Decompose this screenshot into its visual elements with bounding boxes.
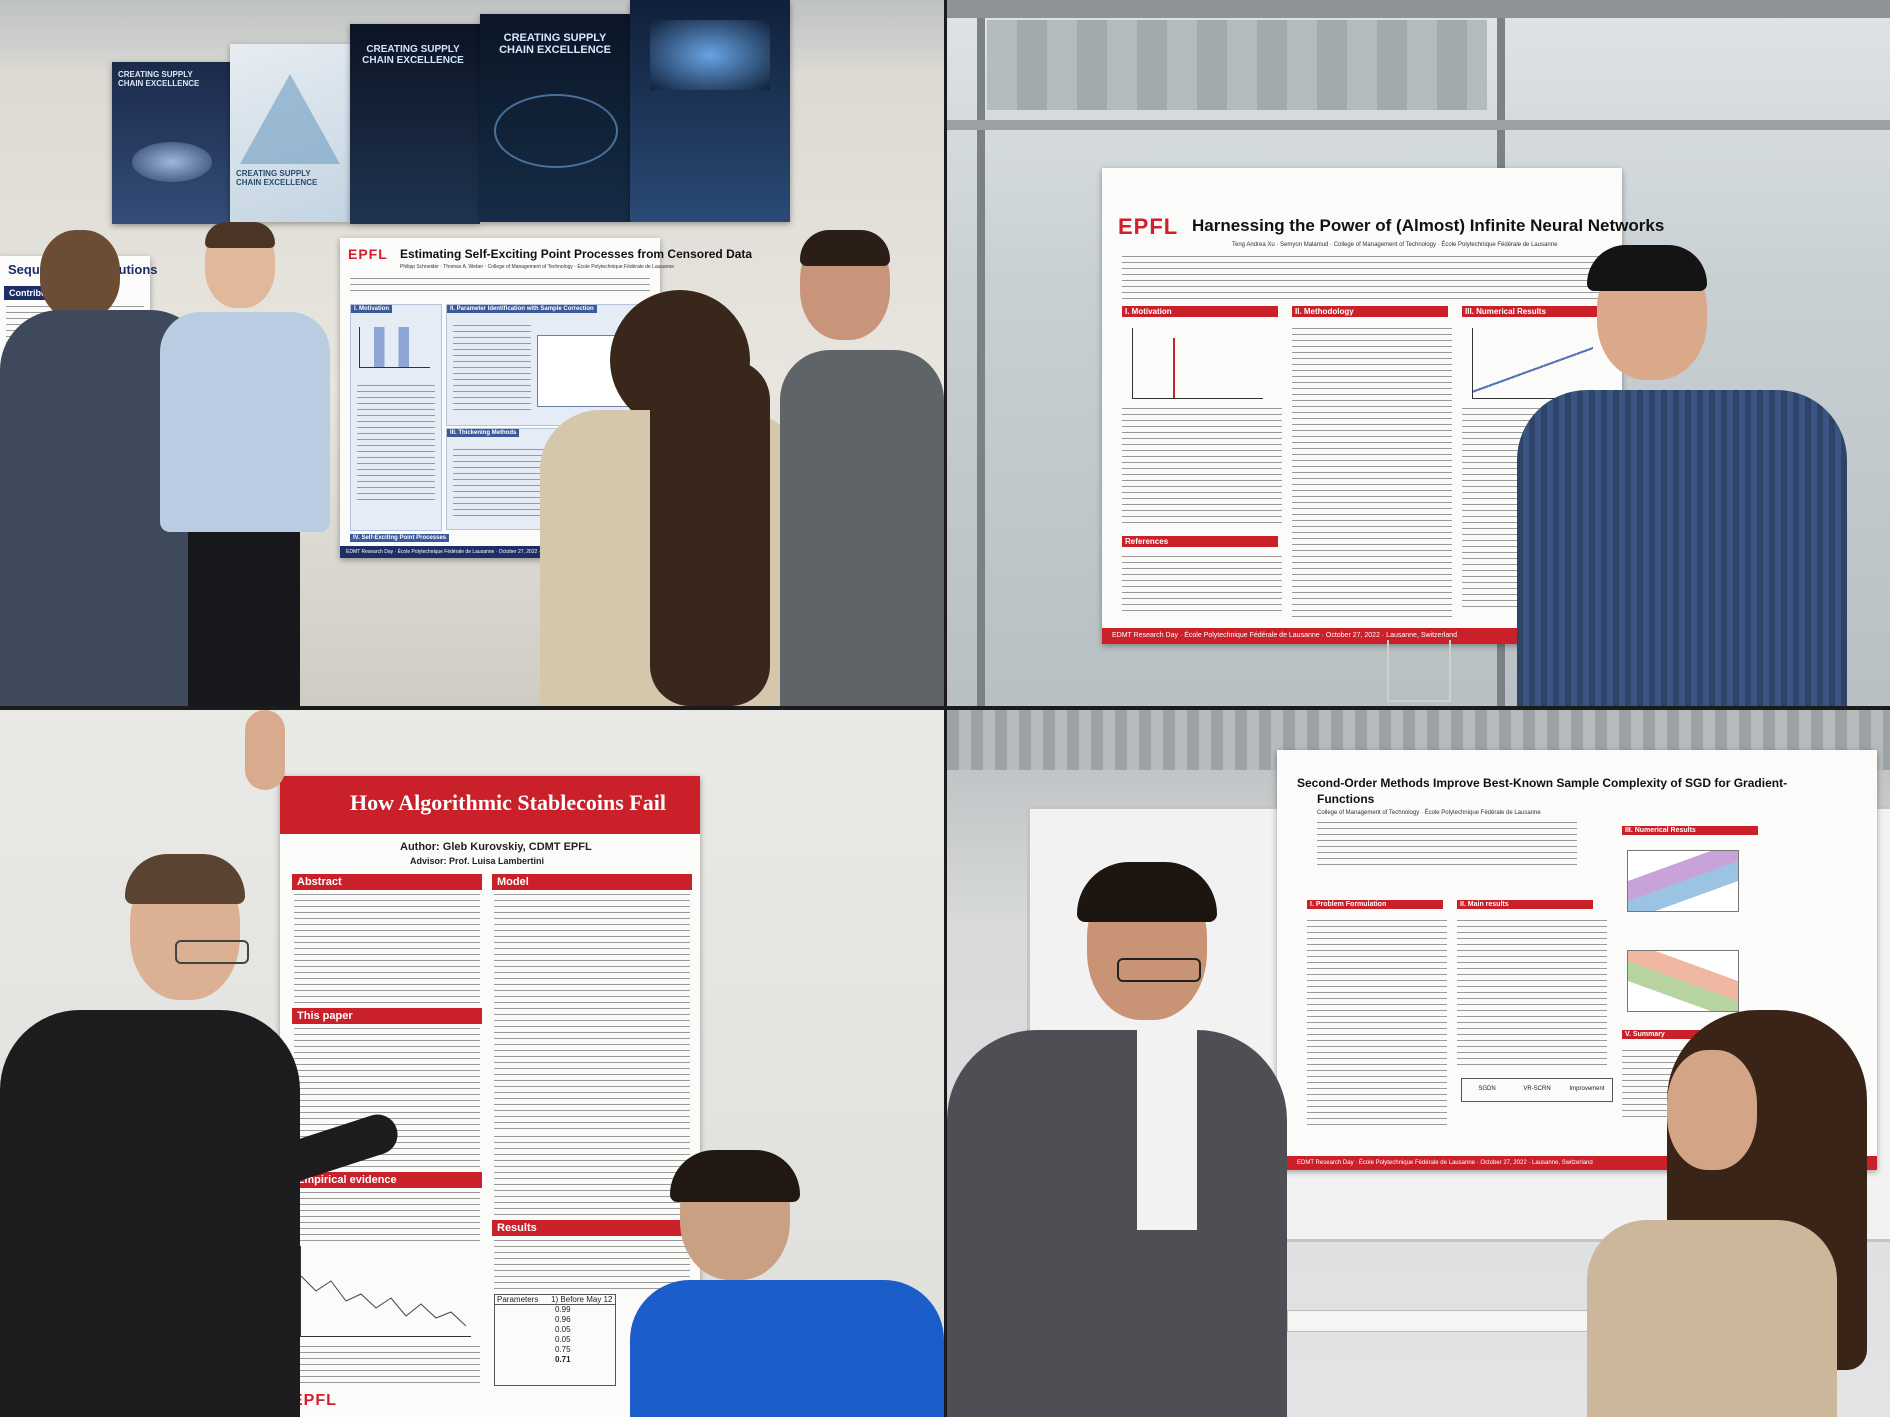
photo-panel-top-right: EPFL Harnessing the Power of (Almost) In… [947, 0, 1890, 706]
person-listener [600, 1150, 944, 1417]
scp-poster-1: CREATING SUPPLY CHAIN EXCELLENCE [112, 62, 230, 224]
person-listener [1587, 1010, 1890, 1417]
person-presenter [150, 222, 340, 706]
parameters-table: Parameters 1) Before May 12 0.99 0.96 0.… [494, 1294, 616, 1386]
photo-panel-top-left: CREATING SUPPLY CHAIN EXCELLENCE CREATIN… [0, 0, 944, 706]
person-hand-on-poster [235, 710, 295, 850]
person-woman-back [540, 290, 870, 706]
price-chart-line [301, 1275, 467, 1327]
scp-poster-4: CREATING SUPPLY CHAIN EXCELLENCE [480, 14, 630, 222]
person-presenter [1477, 245, 1890, 706]
main-poster: EPFL Harnessing the Power of (Almost) In… [1102, 168, 1664, 644]
person-man-right [780, 230, 944, 706]
main-poster: How Algorithmic Stablecoins Fail Author:… [280, 776, 700, 1417]
scp-poster-3: CREATING SUPPLY CHAIN EXCELLENCE [350, 24, 480, 224]
complexity-table: SGDN VR-SCRN Improvement [1461, 1078, 1613, 1102]
photo-panel-bottom-left: How Algorithmic Stablecoins Fail Author:… [0, 710, 944, 1417]
scp-poster-5 [630, 0, 790, 222]
scp-poster-2: CREATING SUPPLY CHAIN EXCELLENCE [230, 44, 350, 222]
person-presenter [947, 862, 1307, 1417]
photo-panel-bottom-right: Second-Order Methods Improve Best-Known … [947, 710, 1890, 1417]
person-presenter [0, 854, 403, 1417]
